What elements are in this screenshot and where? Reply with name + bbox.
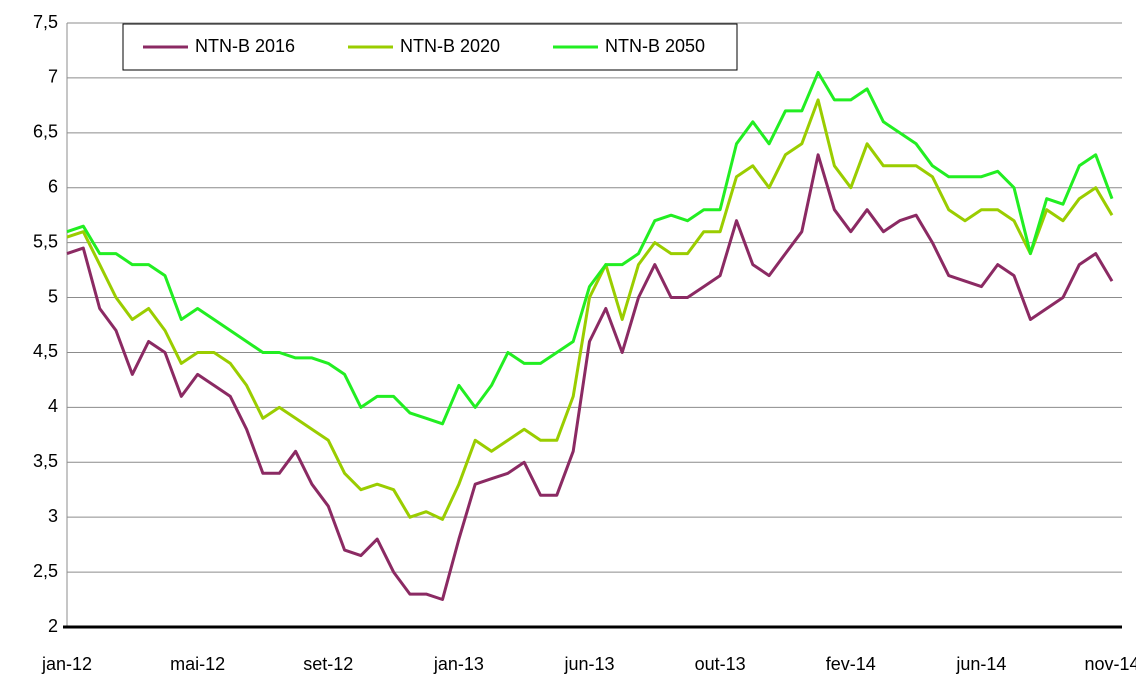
x-tick-label: jan-12 [41, 654, 92, 674]
x-tick-label: jan-13 [433, 654, 484, 674]
x-tick-label: fev-14 [826, 654, 876, 674]
legend-label: NTN-B 2020 [400, 36, 500, 56]
y-tick-label: 2 [48, 616, 58, 636]
legend-label: NTN-B 2016 [195, 36, 295, 56]
y-tick-label: 5 [48, 286, 58, 306]
series-line [66, 70, 1114, 426]
y-tick-label: 4 [48, 396, 58, 416]
y-tick-label: 2,5 [33, 561, 58, 581]
x-tick-label: set-12 [303, 654, 353, 674]
y-tick-label: 3 [48, 506, 58, 526]
legend-box [122, 23, 738, 71]
x-tick-label: nov-14 [1084, 654, 1136, 674]
y-tick-label: 5,5 [33, 231, 58, 251]
x-tick-label: mai-12 [170, 654, 225, 674]
series-line [66, 98, 1114, 521]
y-tick-label: 4,5 [33, 341, 58, 361]
y-tick-label: 6,5 [33, 122, 58, 142]
x-tick-label: out-13 [695, 654, 746, 674]
legend-label: NTN-B 2050 [605, 36, 705, 56]
y-tick-label: 3,5 [33, 451, 58, 471]
y-tick-label: 6 [48, 176, 58, 196]
y-tick-label: 7 [48, 67, 58, 87]
y-tick-label: 7,5 [33, 12, 58, 32]
x-tick-label: jun-13 [563, 654, 614, 674]
series-line [66, 153, 1114, 601]
x-tick-label: jun-14 [955, 654, 1006, 674]
